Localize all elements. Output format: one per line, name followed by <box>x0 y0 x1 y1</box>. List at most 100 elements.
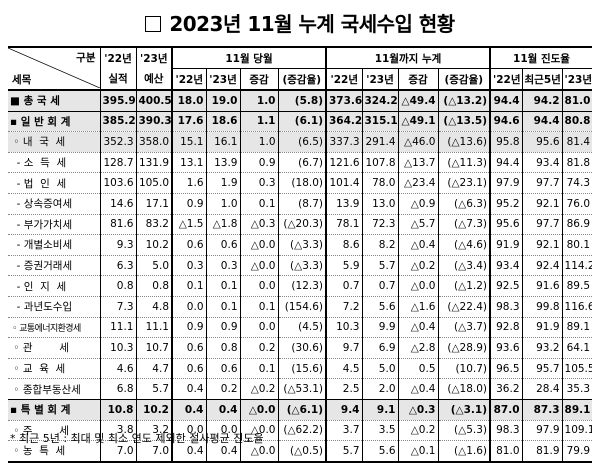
table-cell: 92.1 <box>521 193 563 215</box>
table-cell: △46.0 <box>397 131 438 153</box>
table-cell: 93.2 <box>521 337 563 359</box>
table-cell: 95.2 <box>489 193 523 215</box>
table-cell: 94.4 <box>489 90 523 112</box>
cum-sub-23: '23년 <box>361 68 398 91</box>
title-text: 2023년 11월 누계 국세수입 현황 <box>169 12 455 36</box>
table-cell: 324.2 <box>361 90 398 112</box>
table-cell: 0.9 <box>239 152 278 174</box>
table-cell: (△11.3) <box>437 152 491 174</box>
row-label: - 인 지 세 <box>8 275 100 297</box>
table-cell: 0.0 <box>205 420 240 442</box>
table-cell: 7.2 <box>325 296 362 318</box>
table-cell: 3.2 <box>135 420 172 442</box>
table-cell: 76.0 <box>561 193 593 215</box>
month-sub-22: '22년 <box>171 68 206 91</box>
table-cell: △0.2 <box>239 378 278 400</box>
col-2023-header-1: '23년 <box>135 46 172 69</box>
table-cell: (△3.1) <box>437 399 491 421</box>
table-cell: 0.7 <box>361 275 398 297</box>
prog-sub-recent5: 최근5년 <box>521 68 563 91</box>
table-cell: 95.8 <box>489 131 523 153</box>
table-cell: 109.1 <box>561 420 593 442</box>
table-cell: 0.8 <box>205 337 240 359</box>
table-cell: 373.6 <box>325 90 362 112</box>
table-cell: 18.6 <box>205 111 240 133</box>
table-cell: (18.0) <box>277 172 326 194</box>
table-cell: 0.1 <box>205 296 240 318</box>
row-label: - 상속증여세 <box>8 193 100 215</box>
table-cell: 81.9 <box>521 440 563 463</box>
table-cell: 1.0 <box>205 193 240 215</box>
table-cell: 10.2 <box>135 234 172 256</box>
table-cell: 1.0 <box>239 131 278 153</box>
table-cell: 6.8 <box>99 378 136 400</box>
table-cell: 0.0 <box>171 296 206 318</box>
table-cell: (△18.0) <box>437 378 491 400</box>
table-cell: (△20.3) <box>277 214 326 236</box>
table-cell: 9.4 <box>325 399 362 421</box>
table-cell: △0.2 <box>397 420 438 442</box>
table-cell: 0.0 <box>171 420 206 442</box>
table-row: ◦ 내 국 세 352.3 358.0 15.1 16.1 1.0 (6.5) 337.3 29… <box>8 131 593 153</box>
table-cell: 87.3 <box>521 399 563 421</box>
table-cell: (6.1) <box>277 111 326 133</box>
table-cell: 0.4 <box>171 399 206 421</box>
table-row: ◦ 종합부동산세 6.8 5.7 0.4 0.2 △0.2 (△53.1) 2.5 2.0 △0.… <box>8 378 593 400</box>
row-label: ◦ 교통에너지환경세 <box>8 317 100 339</box>
table-cell: (6.5) <box>277 131 326 153</box>
table-cell: 5.0 <box>135 255 172 277</box>
table-cell: 5.7 <box>135 378 172 400</box>
table-cell: 5.7 <box>361 255 398 277</box>
table-cell: 9.3 <box>99 234 136 256</box>
table-row: - 소 득 세 128.7 131.9 13.1 13.9 0.9 (6.7) 121.6 10… <box>8 152 593 174</box>
table-cell: 352.3 <box>99 131 136 153</box>
table-cell: (△3.7) <box>437 317 491 339</box>
table-cell: △0.0 <box>239 255 278 277</box>
table-cell: 89.1 <box>561 317 593 339</box>
table-cell: 93.4 <box>489 255 523 277</box>
table-cell: 337.3 <box>325 131 362 153</box>
table-cell: 0.5 <box>397 358 438 380</box>
table-cell: 0.0 <box>239 317 278 339</box>
table-cell: 89.5 <box>561 275 593 297</box>
table-cell: (△62.2) <box>277 420 326 442</box>
table-row: - 상속증여세 14.6 17.1 0.9 1.0 0.1 (8.7) 13.9 13.0 △0.… <box>8 193 593 215</box>
table-cell: 36.2 <box>489 378 523 400</box>
prog-sub-22: '22년 <box>489 68 523 91</box>
group-header-progress: 11월 진도율 <box>489 46 593 69</box>
row-label: ◦ 교 육 세 <box>8 358 100 380</box>
footnote: * 최근 5년 : 최대 및 최소 연도 제외한 절사평균 진도율 <box>10 432 264 445</box>
table-cell: 0.1 <box>239 193 278 215</box>
row-label: - 부가가치세 <box>8 214 100 236</box>
table-cell: 105.0 <box>135 172 172 194</box>
table-cell: 10.8 <box>99 399 136 421</box>
corner-bottom-label: 세목 <box>12 74 32 86</box>
table-cell: 99.8 <box>521 296 563 318</box>
table-cell: 95.7 <box>521 358 563 380</box>
table-cell: 8.2 <box>361 234 398 256</box>
table-cell: (△53.1) <box>277 378 326 400</box>
table-cell: △2.8 <box>397 337 438 359</box>
table-row: ◦ 교통에너지환경세 11.1 11.1 0.9 0.9 0.0 (4.5) 10.3 9.9 △… <box>8 317 593 339</box>
table-cell: △0.2 <box>397 255 438 277</box>
table-cell: 17.1 <box>135 193 172 215</box>
table-cell: △1.5 <box>171 214 206 236</box>
table-cell: 390.3 <box>135 111 172 133</box>
table-cell: 3.8 <box>99 420 136 442</box>
table-cell: 9.9 <box>361 317 398 339</box>
table-cell: △13.7 <box>397 152 438 174</box>
table-row: - 증권거래세 6.3 5.0 0.3 0.3 △0.0 (△3.3) 5.9 5.7 △0.2(… <box>8 255 593 277</box>
table-cell: 315.1 <box>361 111 398 133</box>
table-row: - 부가가치세 81.6 83.2 △1.5 △1.8 △0.3 (△20.3) 78.1 72… <box>8 214 593 236</box>
table-cell: 395.9 <box>99 90 136 112</box>
table-cell: 0.6 <box>205 234 240 256</box>
table-row: ◦ 주 세 3.8 3.2 0.0 0.0 △0.0 (△62.2) 3.7 3.5 △0.2 (△… <box>8 420 593 442</box>
month-sub-rate: (증감율) <box>277 68 326 91</box>
table-cell: 89.1 <box>561 399 593 421</box>
row-label: ▪ 특 별 회 계 <box>8 399 100 421</box>
table-row: ▪ 특 별 회 계 10.8 10.2 0.4 0.4 △0.0 (△6.1) 9.4 9.1 △… <box>8 399 593 421</box>
table-cell: 10.3 <box>325 317 362 339</box>
table-cell: 0.6 <box>171 337 206 359</box>
table-body: ■ 총 국 세 395.9 400.5 18.0 19.0 1.0 (5.8) 373.6 32… <box>8 90 593 463</box>
